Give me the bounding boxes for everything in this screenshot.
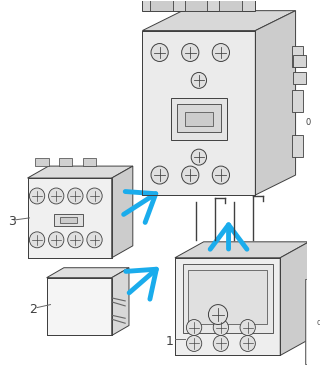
Circle shape [49, 188, 64, 204]
Bar [185, 112, 213, 126]
Bar [47, 278, 112, 336]
Circle shape [213, 336, 228, 352]
Circle shape [213, 319, 228, 336]
Bar [175, 258, 280, 355]
Polygon shape [175, 242, 309, 258]
Text: 0: 0 [316, 319, 320, 326]
Circle shape [87, 232, 102, 248]
Polygon shape [280, 242, 309, 355]
Text: 2: 2 [29, 303, 37, 316]
Bar [142, 31, 255, 195]
Bar [293, 72, 306, 84]
Polygon shape [47, 268, 129, 278]
Bar [293, 56, 306, 67]
Circle shape [182, 166, 199, 184]
Circle shape [208, 304, 228, 324]
Bar [47, 278, 112, 336]
Bar [305, 279, 315, 364]
Circle shape [240, 336, 255, 352]
Bar [142, 0, 255, 11]
Bar [83, 158, 96, 166]
Polygon shape [112, 268, 129, 336]
Bar [59, 158, 73, 166]
Bar [292, 135, 303, 157]
Polygon shape [112, 166, 133, 258]
Bar [185, 0, 207, 11]
Circle shape [187, 319, 202, 336]
Bar [60, 217, 77, 223]
Circle shape [182, 44, 199, 62]
Bar [188, 270, 267, 324]
Circle shape [187, 336, 202, 352]
Circle shape [29, 232, 45, 248]
Circle shape [240, 319, 255, 336]
Bar [175, 258, 280, 355]
Circle shape [212, 44, 229, 62]
Polygon shape [142, 11, 296, 31]
Bar [35, 158, 49, 166]
Circle shape [68, 188, 83, 204]
Circle shape [191, 72, 206, 88]
Bar [54, 214, 83, 226]
Text: 3: 3 [8, 215, 16, 228]
Circle shape [212, 166, 229, 184]
Polygon shape [255, 11, 296, 195]
Bar [28, 178, 112, 258]
Bar [171, 98, 227, 140]
Circle shape [151, 44, 168, 62]
Bar [142, 31, 255, 195]
Circle shape [191, 149, 206, 165]
Bar [150, 0, 173, 11]
Circle shape [29, 188, 45, 204]
Bar [219, 0, 242, 11]
Circle shape [49, 232, 64, 248]
Bar [292, 90, 303, 112]
Circle shape [68, 232, 83, 248]
Text: 0: 0 [305, 118, 310, 127]
Bar [183, 264, 273, 334]
Bar [28, 178, 112, 258]
Polygon shape [28, 166, 133, 178]
Circle shape [151, 166, 168, 184]
Text: 1: 1 [165, 335, 173, 348]
Circle shape [87, 188, 102, 204]
Bar [292, 46, 303, 67]
Bar [177, 104, 221, 132]
